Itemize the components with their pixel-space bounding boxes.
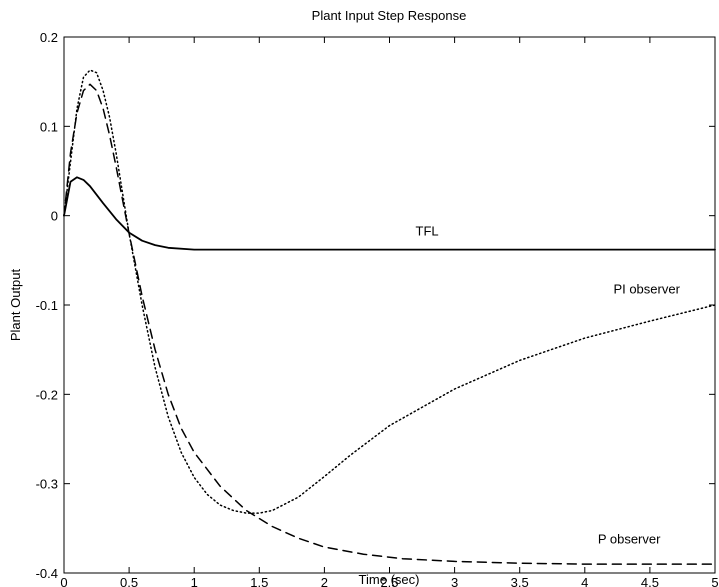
x-axis-label: Time (sec) xyxy=(359,572,420,587)
x-tick-label: 1.5 xyxy=(250,575,268,587)
y-tick-label: -0.3 xyxy=(36,477,58,492)
y-tick-label: -0.1 xyxy=(36,298,58,313)
series-line-tfl xyxy=(63,176,716,251)
x-tick-label: 2 xyxy=(321,575,328,587)
y-axis-label: Plant Output xyxy=(8,268,23,341)
y-tick-label: 0.2 xyxy=(40,30,58,45)
plot-area-frame xyxy=(63,36,716,574)
series-layer xyxy=(63,69,716,565)
chart-title: Plant Input Step Response xyxy=(312,8,467,23)
series-annotation-pi-observer: PI observer xyxy=(613,281,680,296)
y-tick-label: 0.1 xyxy=(40,119,58,134)
series-line-p-observer xyxy=(63,83,716,565)
x-tick-label: 4 xyxy=(581,575,588,587)
y-tick-label: -0.2 xyxy=(36,387,58,402)
x-tick-label: 3 xyxy=(451,575,458,587)
y-axis-ticks: -0.4 -0.3 -0.2 -0.1 0 0.1 0.2 xyxy=(36,30,715,581)
x-tick-label: 2.5 xyxy=(380,575,398,587)
x-tick-label: 3.5 xyxy=(511,575,529,587)
x-tick-label: 5 xyxy=(711,575,718,587)
series-annotation-p-observer: P observer xyxy=(598,532,661,547)
x-axis-ticks: 0 0.5 1 1.5 2 2.5 3 3.5 4 4.5 5 xyxy=(60,37,719,587)
x-tick-label: 1 xyxy=(191,575,198,587)
series-annotation-tfl: TFL xyxy=(416,223,439,238)
y-tick-label: 0 xyxy=(51,209,58,224)
x-tick-label: 0.5 xyxy=(120,575,138,587)
x-tick-label: 0 xyxy=(60,575,67,587)
y-tick-label: -0.4 xyxy=(36,566,58,581)
annotation-layer: TFL PI observer P observer xyxy=(416,223,681,546)
series-line-pi-observer xyxy=(63,69,716,514)
x-tick-label: 4.5 xyxy=(641,575,659,587)
